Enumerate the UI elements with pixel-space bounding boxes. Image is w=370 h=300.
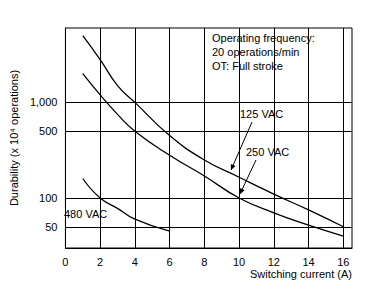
svg-text:Switching current (A): Switching current (A) — [250, 268, 352, 280]
svg-text:1,000: 1,000 — [30, 96, 58, 108]
svg-text:50: 50 — [45, 221, 57, 233]
svg-text:6: 6 — [167, 256, 173, 268]
svg-text:0: 0 — [62, 256, 68, 268]
svg-text:4: 4 — [132, 256, 138, 268]
svg-text:100: 100 — [39, 192, 57, 204]
svg-text:500: 500 — [39, 125, 57, 137]
svg-text:8: 8 — [201, 256, 207, 268]
svg-text:480 VAC: 480 VAC — [64, 207, 108, 220]
svg-text:2: 2 — [97, 256, 103, 268]
svg-text:OT: Full stroke: OT: Full stroke — [212, 60, 283, 72]
svg-text:14: 14 — [302, 256, 314, 268]
svg-text:125 VAC: 125 VAC — [240, 108, 283, 120]
svg-text:250 VAC: 250 VAC — [246, 146, 289, 158]
svg-text:10: 10 — [233, 256, 245, 268]
svg-text:Operating frequency:: Operating frequency: — [212, 32, 315, 44]
svg-text:12: 12 — [268, 256, 280, 268]
svg-text:Durability (x 10⁴ operations): Durability (x 10⁴ operations) — [8, 70, 20, 206]
svg-text:16: 16 — [337, 256, 349, 268]
svg-text:20 operations/min: 20 operations/min — [212, 46, 299, 58]
